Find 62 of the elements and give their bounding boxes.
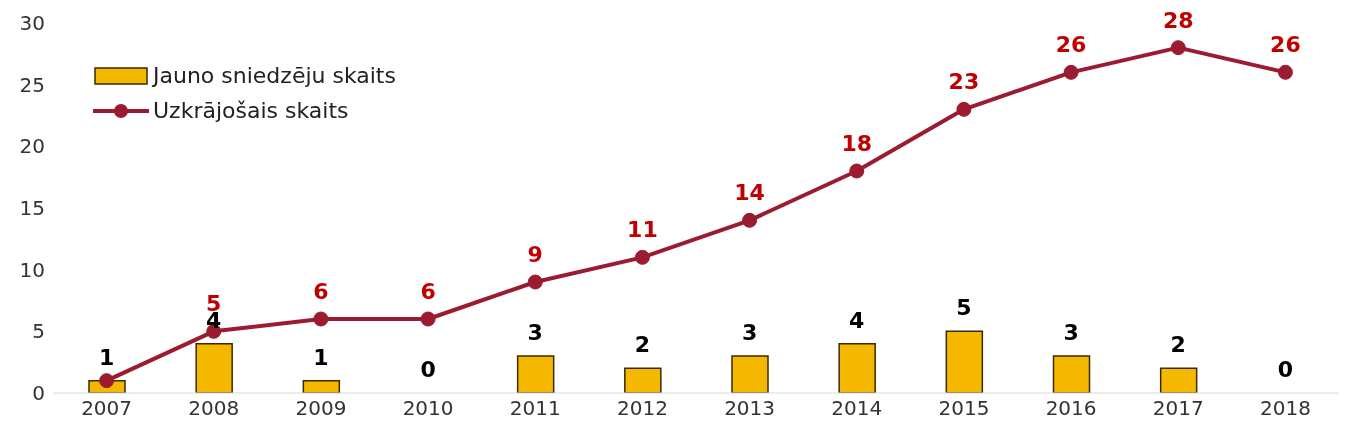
- y-tick-label: 30: [19, 11, 45, 36]
- data-label: 6: [313, 279, 329, 304]
- point: [634, 249, 650, 265]
- point: [1170, 40, 1186, 56]
- data-label: 26: [1270, 32, 1301, 58]
- point: [956, 101, 972, 117]
- point: [1063, 64, 1079, 80]
- bar: [624, 367, 662, 393]
- data-label: 4: [849, 307, 865, 333]
- bar: [731, 355, 769, 393]
- point: [1277, 64, 1293, 80]
- point: [742, 212, 758, 228]
- bar: [302, 379, 341, 393]
- bar: [945, 330, 984, 393]
- x-tick-label: 2018: [1259, 396, 1311, 421]
- point: [527, 274, 543, 290]
- data-label: 3: [741, 320, 758, 345]
- data-label: 14: [734, 180, 765, 206]
- data-label: 18: [841, 131, 873, 156]
- data-label: 6: [420, 279, 436, 304]
- data-label: 3: [1063, 320, 1079, 345]
- bar: [1052, 355, 1091, 393]
- x-tick-label: 2012: [616, 396, 668, 421]
- data-label: 1: [313, 344, 329, 370]
- point: [313, 311, 329, 327]
- x-tick-label: 2015: [938, 396, 990, 421]
- bar: [195, 342, 233, 393]
- x-tick-label: 2014: [831, 396, 883, 421]
- data-label: 9: [527, 242, 543, 267]
- data-label: 11: [627, 217, 658, 243]
- bar: [516, 355, 555, 393]
- bar: [1159, 367, 1198, 393]
- x-tick-label: 2011: [509, 396, 561, 421]
- legend-label: Uzkrājošais skaits: [153, 98, 349, 123]
- y-tick-label: 10: [19, 257, 45, 282]
- legend-label: Jauno sniedzēju skaits: [153, 63, 396, 88]
- bar: [838, 342, 876, 393]
- y-tick-label: 20: [19, 134, 45, 159]
- data-label: 5: [956, 295, 972, 321]
- data-label: 3: [527, 320, 543, 345]
- y-tick-label: 15: [19, 196, 45, 221]
- y-tick-label: 0: [32, 381, 45, 406]
- y-tick-label: 25: [19, 72, 45, 97]
- x-tick-label: 2007: [81, 396, 133, 421]
- x-tick-label: 2013: [724, 396, 776, 421]
- x-tick-label: 2017: [1152, 396, 1204, 421]
- x-tick-label: 2008: [188, 396, 240, 421]
- data-label: 28: [1162, 7, 1194, 33]
- data-label: 2: [634, 332, 651, 358]
- x-tick-label: 2016: [1045, 396, 1097, 421]
- data-label: 26: [1055, 32, 1087, 58]
- point: [420, 311, 436, 327]
- data-label: 0: [420, 357, 436, 382]
- data-label: 2: [1170, 332, 1186, 358]
- data-label: 1: [98, 344, 115, 370]
- point: [849, 163, 865, 179]
- point: [99, 373, 115, 389]
- data-label: 23: [948, 69, 980, 95]
- x-tick-label: 2010: [402, 396, 454, 421]
- y-tick-label: 5: [32, 319, 45, 344]
- data-label: 0: [1277, 357, 1294, 382]
- x-tick-label: 2009: [295, 396, 347, 421]
